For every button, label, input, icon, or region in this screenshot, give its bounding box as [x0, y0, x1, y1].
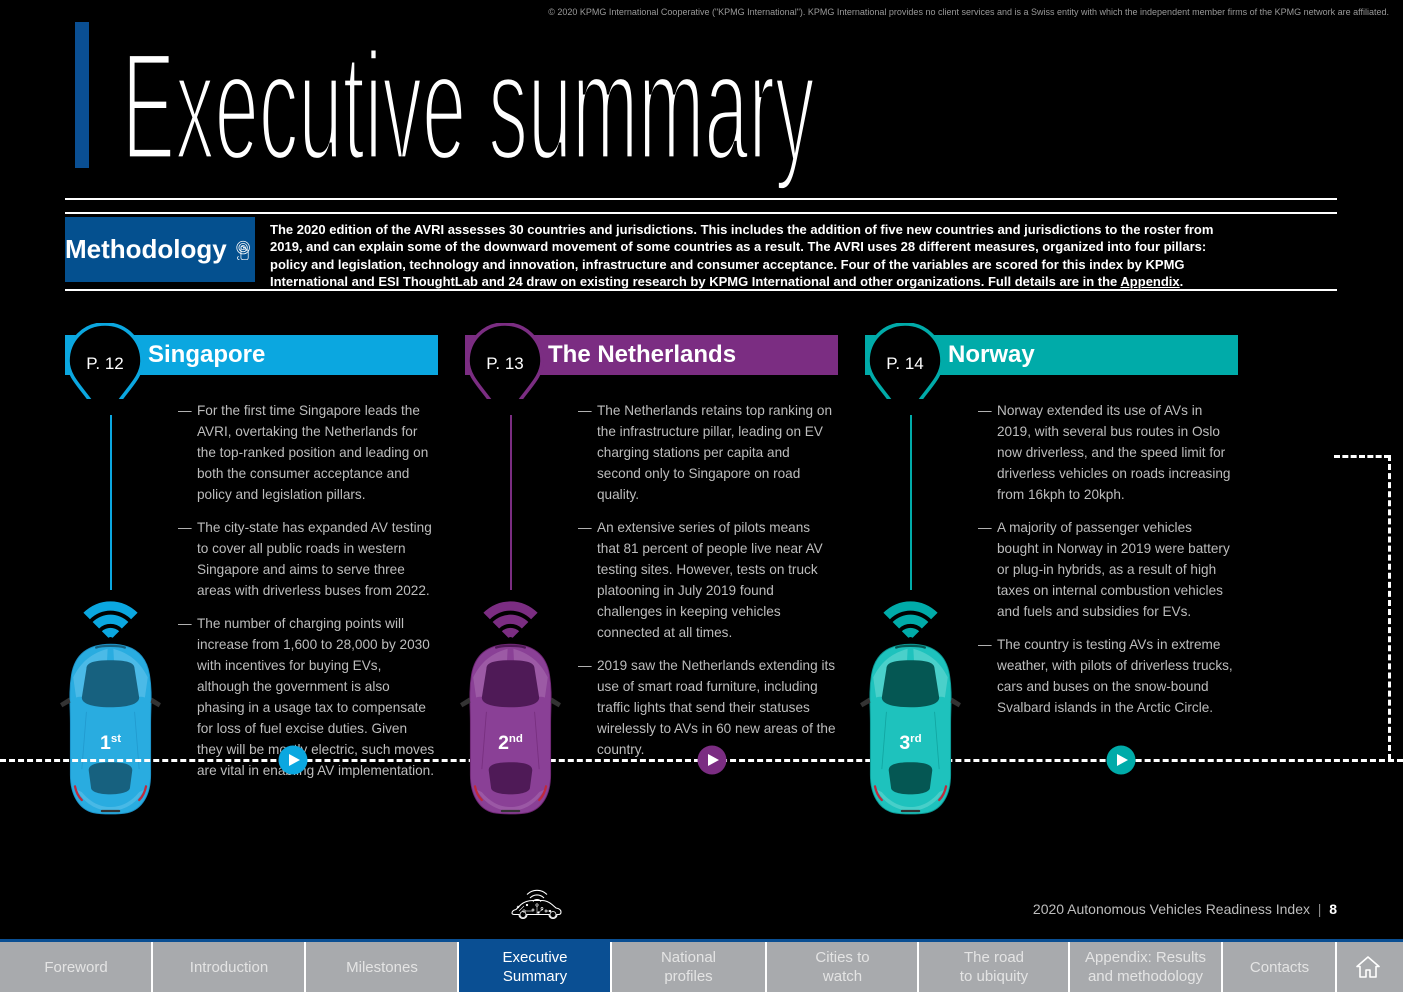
- svg-text:P. 14: P. 14: [886, 354, 924, 373]
- svg-text:Executive summary: Executive summary: [122, 21, 815, 192]
- svg-text:P. 12: P. 12: [86, 354, 124, 373]
- svg-text:P. 13: P. 13: [486, 354, 524, 373]
